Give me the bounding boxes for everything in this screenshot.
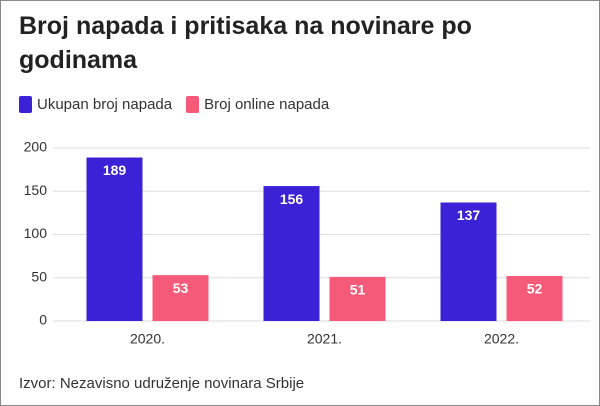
y-tick-label: 150: [24, 182, 48, 198]
bar: [329, 276, 386, 321]
value-label: 137: [457, 207, 481, 223]
legend-item: Ukupan broj napada: [19, 96, 172, 113]
chart-title: Broj napada i pritisaka na novinare po g…: [19, 12, 472, 74]
value-label: 53: [173, 280, 189, 296]
legend-swatch: [186, 96, 200, 113]
y-tick-label: 50: [31, 268, 47, 284]
bar: [263, 186, 320, 321]
x-tick-label: 2021.: [307, 331, 342, 347]
legend-swatch: [19, 96, 32, 113]
x-tick-label: 2022.: [484, 331, 519, 347]
x-tick-label: 2020.: [130, 331, 165, 347]
y-tick-label: 200: [24, 139, 48, 155]
bar: [440, 202, 497, 321]
legend-label: Ukupan broj napada: [37, 96, 173, 113]
value-label: 189: [103, 162, 127, 178]
source-note: Izvor: Nezavisno udruženje novinara Srbi…: [19, 375, 305, 392]
y-tick-label: 0: [39, 312, 47, 328]
legend-label: Broj online napada: [204, 96, 330, 113]
legend-item: Broj online napada: [186, 96, 329, 113]
bar: [152, 275, 209, 321]
y-tick-label: 100: [24, 225, 48, 241]
bar: [506, 276, 563, 321]
value-label: 52: [527, 281, 543, 297]
bar: [86, 157, 143, 321]
value-label: 156: [280, 191, 304, 207]
legend: Ukupan broj napada Broj online napada: [19, 96, 329, 113]
value-label: 51: [350, 282, 366, 298]
